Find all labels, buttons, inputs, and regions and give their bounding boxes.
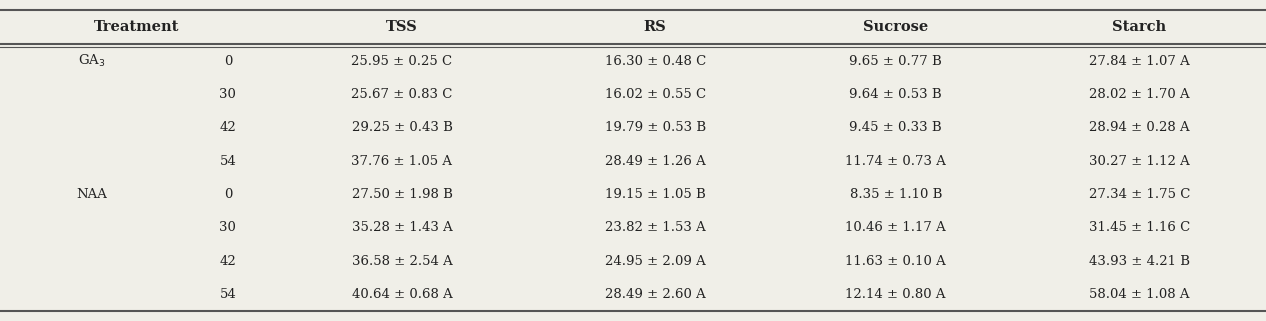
Text: 16.02 ± 0.55 C: 16.02 ± 0.55 C xyxy=(605,88,705,101)
Text: Starch: Starch xyxy=(1113,20,1166,34)
Text: 54: 54 xyxy=(219,288,237,301)
Text: 9.64 ± 0.53 B: 9.64 ± 0.53 B xyxy=(849,88,942,101)
Text: 23.82 ± 1.53 A: 23.82 ± 1.53 A xyxy=(605,221,705,234)
Text: 31.45 ± 1.16 C: 31.45 ± 1.16 C xyxy=(1089,221,1190,234)
Text: 36.58 ± 2.54 A: 36.58 ± 2.54 A xyxy=(352,255,452,268)
Text: 30: 30 xyxy=(219,221,237,234)
Text: 29.25 ± 0.43 B: 29.25 ± 0.43 B xyxy=(352,121,452,134)
Text: 58.04 ± 1.08 A: 58.04 ± 1.08 A xyxy=(1089,288,1190,301)
Text: 35.28 ± 1.43 A: 35.28 ± 1.43 A xyxy=(352,221,452,234)
Text: 0: 0 xyxy=(224,188,232,201)
Text: 10.46 ± 1.17 A: 10.46 ± 1.17 A xyxy=(846,221,946,234)
Text: 27.34 ± 1.75 C: 27.34 ± 1.75 C xyxy=(1089,188,1190,201)
Text: 30: 30 xyxy=(219,88,237,101)
Text: 16.30 ± 0.48 C: 16.30 ± 0.48 C xyxy=(605,55,705,67)
Text: 19.15 ± 1.05 B: 19.15 ± 1.05 B xyxy=(605,188,705,201)
Text: 25.67 ± 0.83 C: 25.67 ± 0.83 C xyxy=(351,88,453,101)
Text: Sucrose: Sucrose xyxy=(863,20,928,34)
Text: Treatment: Treatment xyxy=(94,20,179,34)
Text: 19.79 ± 0.53 B: 19.79 ± 0.53 B xyxy=(605,121,705,134)
Text: 24.95 ± 2.09 A: 24.95 ± 2.09 A xyxy=(605,255,705,268)
Text: 42: 42 xyxy=(219,255,237,268)
Text: 43.93 ± 4.21 B: 43.93 ± 4.21 B xyxy=(1089,255,1190,268)
Text: 12.14 ± 0.80 A: 12.14 ± 0.80 A xyxy=(846,288,946,301)
Text: 42: 42 xyxy=(219,121,237,134)
Text: 8.35 ± 1.10 B: 8.35 ± 1.10 B xyxy=(849,188,942,201)
Text: 11.74 ± 0.73 A: 11.74 ± 0.73 A xyxy=(846,155,946,168)
Text: 25.95 ± 0.25 C: 25.95 ± 0.25 C xyxy=(352,55,452,67)
Text: 9.65 ± 0.77 B: 9.65 ± 0.77 B xyxy=(849,55,942,67)
Text: 40.64 ± 0.68 A: 40.64 ± 0.68 A xyxy=(352,288,452,301)
Text: 54: 54 xyxy=(219,155,237,168)
Text: 30.27 ± 1.12 A: 30.27 ± 1.12 A xyxy=(1089,155,1190,168)
Text: RS: RS xyxy=(644,20,666,34)
Text: 28.49 ± 1.26 A: 28.49 ± 1.26 A xyxy=(605,155,705,168)
Text: 28.94 ± 0.28 A: 28.94 ± 0.28 A xyxy=(1089,121,1190,134)
Text: 28.49 ± 2.60 A: 28.49 ± 2.60 A xyxy=(605,288,705,301)
Text: 9.45 ± 0.33 B: 9.45 ± 0.33 B xyxy=(849,121,942,134)
Text: 11.63 ± 0.10 A: 11.63 ± 0.10 A xyxy=(846,255,946,268)
Text: NAA: NAA xyxy=(76,188,108,201)
Text: 27.84 ± 1.07 A: 27.84 ± 1.07 A xyxy=(1089,55,1190,67)
Text: 28.02 ± 1.70 A: 28.02 ± 1.70 A xyxy=(1089,88,1190,101)
Text: TSS: TSS xyxy=(386,20,418,34)
Text: 37.76 ± 1.05 A: 37.76 ± 1.05 A xyxy=(352,155,452,168)
Text: GA$_3$: GA$_3$ xyxy=(78,53,105,69)
Text: 27.50 ± 1.98 B: 27.50 ± 1.98 B xyxy=(352,188,452,201)
Text: 0: 0 xyxy=(224,55,232,67)
